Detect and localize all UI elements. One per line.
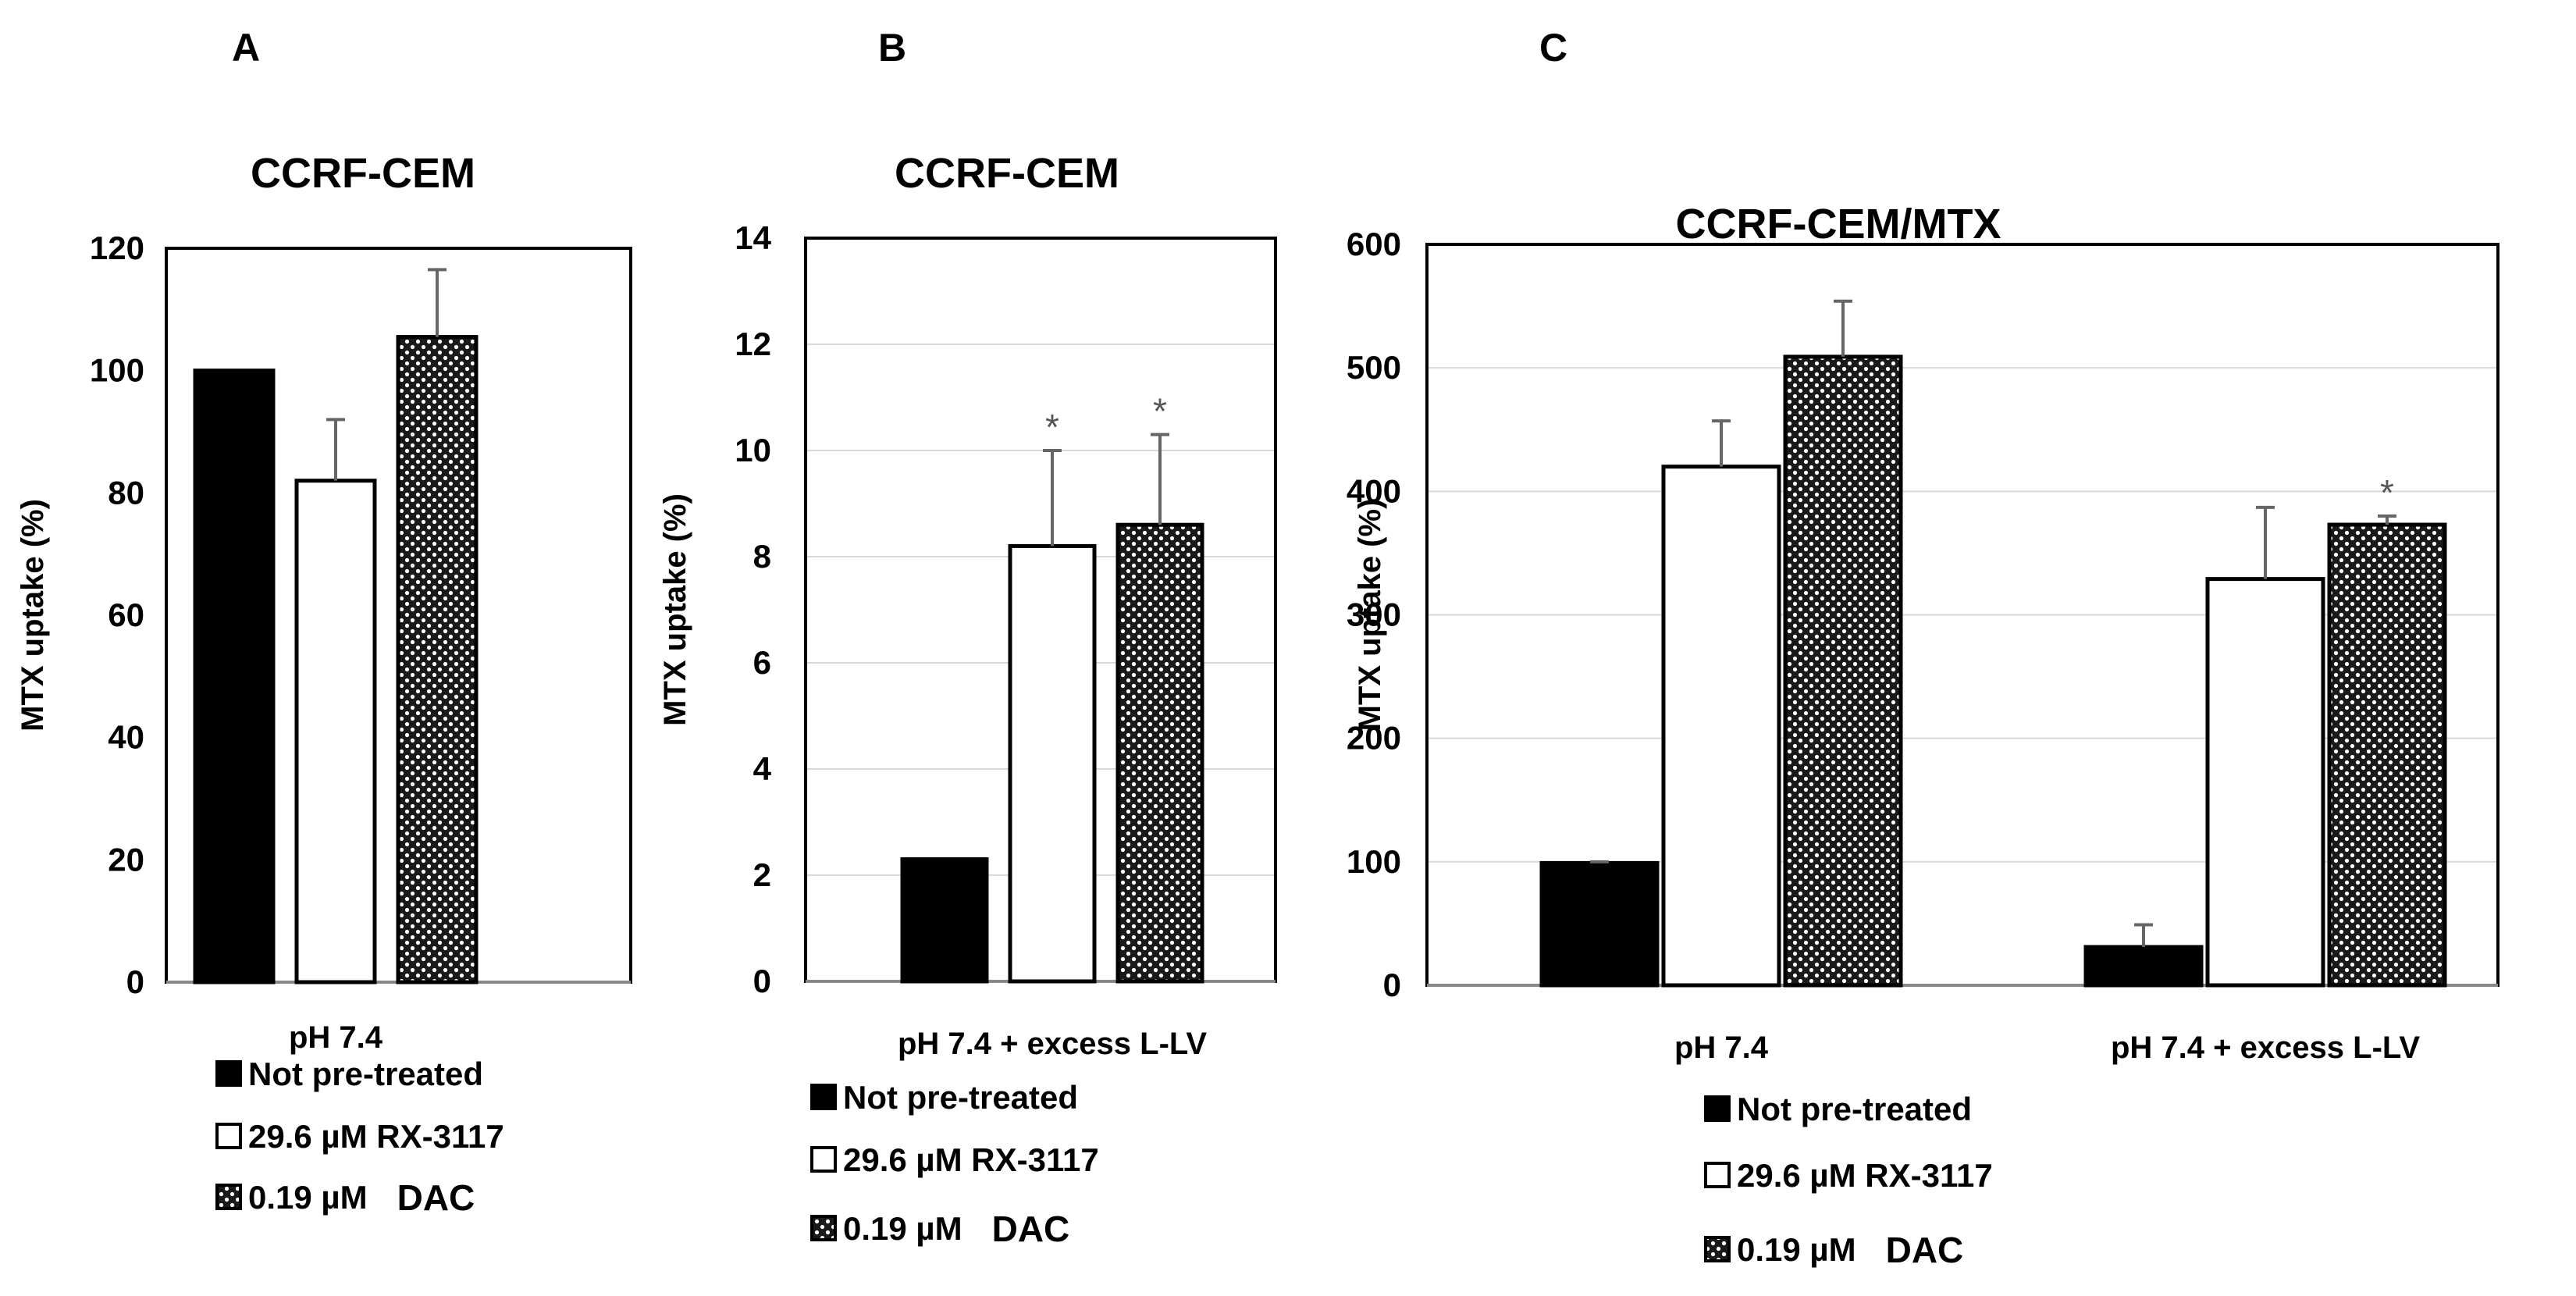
significance-star: * [1045, 407, 1059, 447]
y-tick-label: 200 [1347, 720, 1401, 757]
legend-swatch [1704, 1236, 1731, 1262]
y-tick-label: 0 [126, 963, 144, 1000]
y-tick-label: 100 [90, 352, 144, 389]
legend-swatch [810, 1215, 837, 1241]
legend-item: Not pre-treated [810, 1079, 1078, 1116]
bar [2327, 522, 2447, 988]
y-tick-label: 80 [108, 474, 144, 511]
legend-item: 29.6 µM RX-3117 [215, 1118, 504, 1155]
legend-swatch [215, 1060, 242, 1087]
legend-label: Not pre-treated [248, 1056, 483, 1092]
panel-letter: C [1539, 26, 1567, 69]
y-tick-label: 20 [108, 841, 144, 878]
y-tick-label: 100 [1347, 843, 1401, 880]
chart-panel-c: C CCRF-CEM/MTX 0 100 200 300 400 500 600 MTX upta… [1347, 26, 2500, 1270]
y-tick-label: 600 [1347, 226, 1401, 262]
legend-label: 29.6 µM RX-3117 [843, 1141, 1099, 1178]
y-tick-label: 500 [1347, 349, 1401, 386]
chart-title: CCRF-CEM [895, 150, 1119, 197]
y-axis-label: MTX uptake (%) [1353, 499, 1387, 732]
legend-item: 0.19 µM DAC [1704, 1230, 1964, 1270]
y-tick-label: 120 [90, 230, 144, 266]
y-tick-label: 8 [753, 538, 771, 575]
significance-star: * [2380, 472, 2394, 513]
legend-label: Not pre-treated [843, 1079, 1078, 1116]
legend-swatch [215, 1184, 242, 1210]
x-category-label: pH 7.4 [289, 1020, 383, 1055]
y-tick-label: 300 [1347, 596, 1401, 633]
y-axis-label: MTX uptake (%) [16, 499, 50, 732]
panel-letter: A [232, 26, 260, 69]
y-tick-label: 14 [735, 219, 771, 256]
legend-label: 29.6 µM RX-3117 [1737, 1157, 1993, 1194]
y-tick-label: 6 [753, 644, 771, 681]
legend-item: 29.6 µM RX-3117 [1704, 1157, 1993, 1194]
legend-item: 0.19 µM DAC [215, 1177, 475, 1218]
legend-swatch [810, 1146, 837, 1173]
bar [2205, 577, 2325, 988]
legend-label: 29.6 µM RX-3117 [248, 1118, 504, 1155]
bar [396, 335, 479, 984]
chart-panel-a: A CCRF-CEM 0 20 40 60 80 100 120 MTX uptake (%) pH… [16, 26, 632, 1218]
bar [2083, 945, 2204, 988]
x-category-label: pH 7.4 + excess L-LV [898, 1027, 1207, 1061]
legend-label: 0.19 µM [1737, 1231, 1856, 1268]
legend-item: 29.6 µM RX-3117 [810, 1141, 1099, 1178]
bar [1783, 354, 1903, 988]
y-tick-label: 0 [1383, 967, 1401, 1003]
y-tick-label: 2 [753, 856, 771, 893]
bar [294, 479, 377, 984]
legend-item: 0.19 µM DAC [810, 1209, 1070, 1249]
y-tick-label: 4 [753, 750, 772, 787]
chart-panel-b: B CCRF-CEM 0 2 4 6 8 10 12 14 MTX uptake (%) * * pH 7… [658, 26, 1277, 1249]
legend-item: Not pre-treated [215, 1056, 483, 1092]
legend-swatch [1704, 1162, 1731, 1188]
bar [193, 369, 276, 984]
bar [900, 857, 989, 984]
legend-label-suffix: DAC [1886, 1230, 1964, 1270]
chart-title: CCRF-CEM [251, 150, 475, 197]
legend-swatch [810, 1084, 837, 1110]
y-tick-label: 12 [735, 326, 771, 362]
legend-swatch [1704, 1095, 1731, 1122]
x-category-label: pH 7.4 + excess L-LV [2111, 1031, 2420, 1065]
legend-label: 0.19 µM [843, 1210, 962, 1247]
legend-label-suffix: DAC [992, 1209, 1070, 1249]
x-category-label: pH 7.4 [1674, 1031, 1769, 1065]
legend-item: Not pre-treated [1704, 1091, 1972, 1127]
y-tick-label: 0 [753, 963, 771, 999]
chart-title: CCRF-CEM/MTX [1676, 201, 2001, 247]
panel-letter: B [878, 26, 906, 69]
significance-star: * [1153, 391, 1167, 432]
legend-label-suffix: DAC [397, 1177, 475, 1218]
bar [1115, 522, 1204, 984]
legend-label: 0.19 µM [248, 1179, 368, 1216]
bar [1539, 860, 1660, 988]
y-tick-label: 10 [735, 432, 771, 468]
bar [1008, 543, 1097, 984]
legend-label: Not pre-treated [1737, 1091, 1972, 1127]
y-tick-label: 400 [1347, 472, 1401, 509]
y-tick-label: 40 [108, 719, 144, 756]
bar [1661, 465, 1781, 988]
y-axis-label: MTX uptake (%) [658, 493, 692, 726]
legend-swatch [215, 1123, 242, 1149]
y-tick-label: 60 [108, 596, 144, 633]
